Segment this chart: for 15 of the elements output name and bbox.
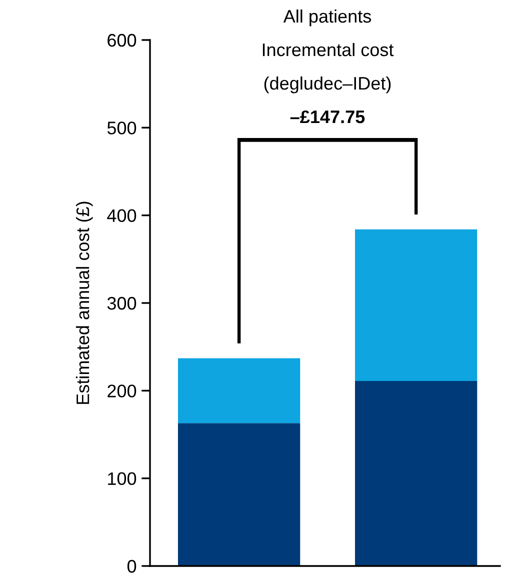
annotation: (degludec–IDet) bbox=[264, 76, 391, 94]
y-tick-label: 600 bbox=[108, 34, 136, 47]
y-tick-label: 400 bbox=[107, 209, 136, 222]
y-tick-label: 200 bbox=[108, 384, 136, 398]
y-tick-label: 500 bbox=[107, 122, 136, 134]
y-axis-title: Estimated annual cost (£) bbox=[76, 202, 93, 404]
annotation: Incremental cost bbox=[262, 42, 394, 56]
bar bbox=[178, 358, 300, 424]
y-tick-label: 100 bbox=[108, 472, 136, 486]
y-tick-label: 300 bbox=[107, 296, 136, 310]
annotation: –£147.75 bbox=[290, 110, 365, 124]
bar bbox=[355, 381, 478, 566]
y-tick-label: 0 bbox=[127, 560, 136, 573]
text: All patients bbox=[283, 9, 372, 26]
bar bbox=[178, 423, 300, 566]
